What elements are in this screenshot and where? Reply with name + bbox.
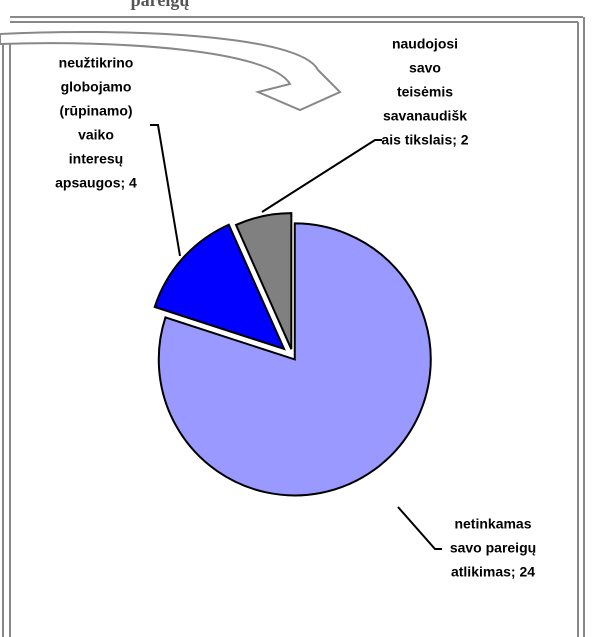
pie-slice	[234, 212, 293, 350]
slice-label: savo	[409, 60, 441, 76]
slice-label: (rūpinamo)	[59, 103, 132, 119]
slice-label: ais tikslais; 2	[381, 132, 468, 148]
slice-label: teisėmis	[397, 84, 453, 100]
slice-label: netinkamas	[454, 516, 531, 532]
slice-label: vaiko	[78, 127, 114, 143]
slice-label: savo pareigų	[450, 540, 536, 556]
slice-label: naudojosi	[392, 36, 458, 52]
pie-slice	[153, 223, 286, 351]
chart-title: pareigų	[131, 0, 190, 10]
slice-label: apsaugos; 4	[55, 175, 137, 191]
curved-arrow	[0, 30, 342, 112]
slice-label: neužtikrino	[59, 55, 134, 71]
slice-label: atlikimas; 24	[451, 564, 535, 580]
pie-slice	[157, 222, 432, 497]
leader-lines	[150, 124, 442, 550]
slice-label: globojamo	[61, 79, 132, 95]
slice-label: interesų	[69, 151, 123, 167]
slice-label: savanaudišk	[383, 108, 467, 124]
frame	[2, 16, 585, 637]
